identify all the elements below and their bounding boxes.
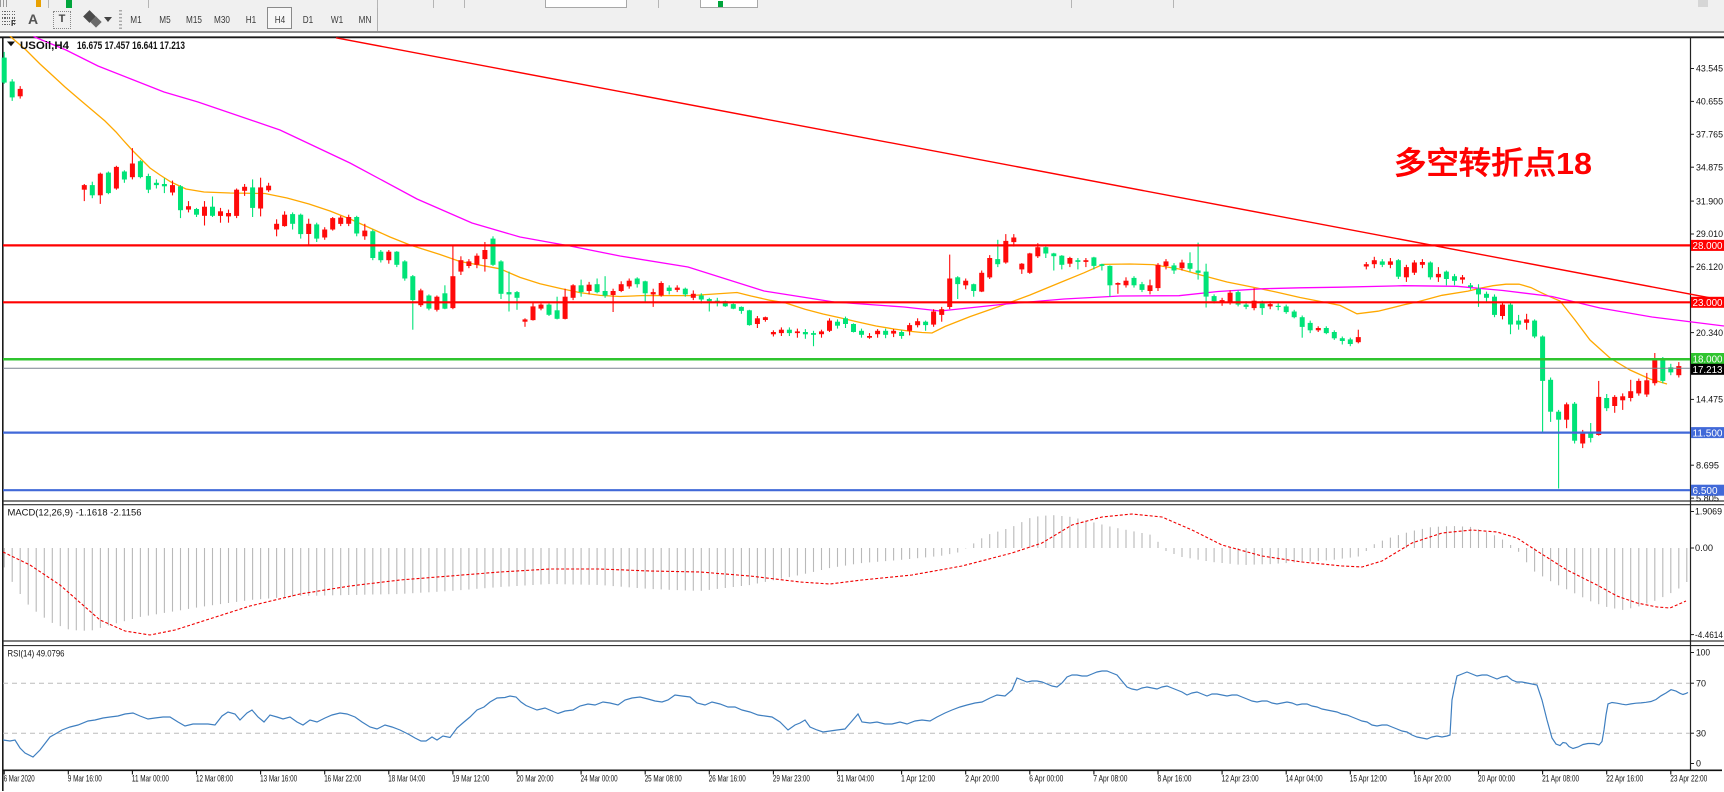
- svg-text:23 Apr 22:00: 23 Apr 22:00: [1670, 774, 1707, 785]
- svg-text:11.500: 11.500: [1693, 427, 1723, 439]
- svg-text:12 Mar 08:00: 12 Mar 08:00: [196, 774, 233, 785]
- svg-text:100: 100: [1696, 648, 1710, 659]
- svg-text:13 Mar 16:00: 13 Mar 16:00: [260, 774, 297, 785]
- svg-text:20.340: 20.340: [1696, 328, 1723, 339]
- svg-text:1 Apr 12:00: 1 Apr 12:00: [901, 774, 935, 785]
- svg-text:28.000: 28.000: [1693, 240, 1723, 252]
- svg-text:16 Apr 20:00: 16 Apr 20:00: [1414, 774, 1451, 785]
- svg-text:43.545: 43.545: [1696, 64, 1723, 75]
- svg-text:21 Apr 08:00: 21 Apr 08:00: [1542, 774, 1579, 785]
- svg-text:USOil,H4: USOil,H4: [20, 40, 70, 52]
- svg-text:12 Apr 23:00: 12 Apr 23:00: [1222, 774, 1259, 785]
- svg-text:8.695: 8.695: [1696, 460, 1719, 471]
- svg-text:1.9069: 1.9069: [1695, 507, 1722, 518]
- svg-text:18 Mar 04:00: 18 Mar 04:00: [388, 774, 425, 785]
- svg-text:5.805: 5.805: [1696, 493, 1719, 504]
- svg-text:31.900: 31.900: [1696, 196, 1723, 207]
- svg-text:26 Mar 16:00: 26 Mar 16:00: [709, 774, 746, 785]
- svg-text:31 Mar 04:00: 31 Mar 04:00: [837, 774, 874, 785]
- svg-text:8 Apr 16:00: 8 Apr 16:00: [1158, 774, 1192, 785]
- svg-text:-4.4614: -4.4614: [1695, 630, 1723, 641]
- svg-text:RSI(14) 49.0796: RSI(14) 49.0796: [8, 648, 65, 659]
- svg-text:25 Mar 08:00: 25 Mar 08:00: [645, 774, 682, 785]
- svg-text:19 Mar 12:00: 19 Mar 12:00: [452, 774, 489, 785]
- svg-text:15 Apr 12:00: 15 Apr 12:00: [1350, 774, 1387, 785]
- svg-text:29.010: 29.010: [1696, 229, 1723, 240]
- svg-text:18.000: 18.000: [1693, 353, 1723, 365]
- svg-text:16 Mar 22:00: 16 Mar 22:00: [324, 774, 361, 785]
- svg-text:26.120: 26.120: [1696, 262, 1723, 273]
- svg-text:6 Apr 00:00: 6 Apr 00:00: [1029, 774, 1063, 785]
- svg-text:14 Apr 04:00: 14 Apr 04:00: [1286, 774, 1323, 785]
- svg-text:40.655: 40.655: [1696, 97, 1723, 108]
- svg-text:6 Mar 2020: 6 Mar 2020: [4, 774, 35, 785]
- svg-text:11 Mar 00:00: 11 Mar 00:00: [132, 774, 169, 785]
- svg-text:70: 70: [1696, 678, 1706, 689]
- svg-text:0: 0: [1696, 759, 1701, 770]
- svg-text:37.765: 37.765: [1696, 130, 1723, 141]
- svg-text:29 Mar 23:00: 29 Mar 23:00: [773, 774, 810, 785]
- svg-text:23.000: 23.000: [1693, 297, 1723, 309]
- svg-text:24 Mar 00:00: 24 Mar 00:00: [581, 774, 618, 785]
- svg-text:17.213: 17.213: [1693, 364, 1723, 376]
- svg-text:7 Apr 08:00: 7 Apr 08:00: [1093, 774, 1127, 785]
- svg-text:MACD(12,26,9) -1.1618 -2.1156: MACD(12,26,9) -1.1618 -2.1156: [8, 508, 142, 519]
- svg-text:14.475: 14.475: [1696, 395, 1723, 406]
- svg-text:9 Mar 16:00: 9 Mar 16:00: [68, 774, 102, 785]
- svg-text:20 Mar 20:00: 20 Mar 20:00: [517, 774, 554, 785]
- svg-text:16.675 17.457 16.641 17.213: 16.675 17.457 16.641 17.213: [77, 40, 185, 52]
- svg-text:30: 30: [1696, 728, 1706, 739]
- svg-text:0.00: 0.00: [1695, 543, 1713, 554]
- svg-text:20 Apr 00:00: 20 Apr 00:00: [1478, 774, 1515, 785]
- svg-text:22 Apr 16:00: 22 Apr 16:00: [1606, 774, 1643, 785]
- svg-text:6.500: 6.500: [1693, 485, 1718, 497]
- svg-text:多空转折点18: 多空转折点18: [1394, 146, 1592, 181]
- svg-text:2 Apr 20:00: 2 Apr 20:00: [965, 774, 999, 785]
- svg-text:34.875: 34.875: [1696, 162, 1723, 173]
